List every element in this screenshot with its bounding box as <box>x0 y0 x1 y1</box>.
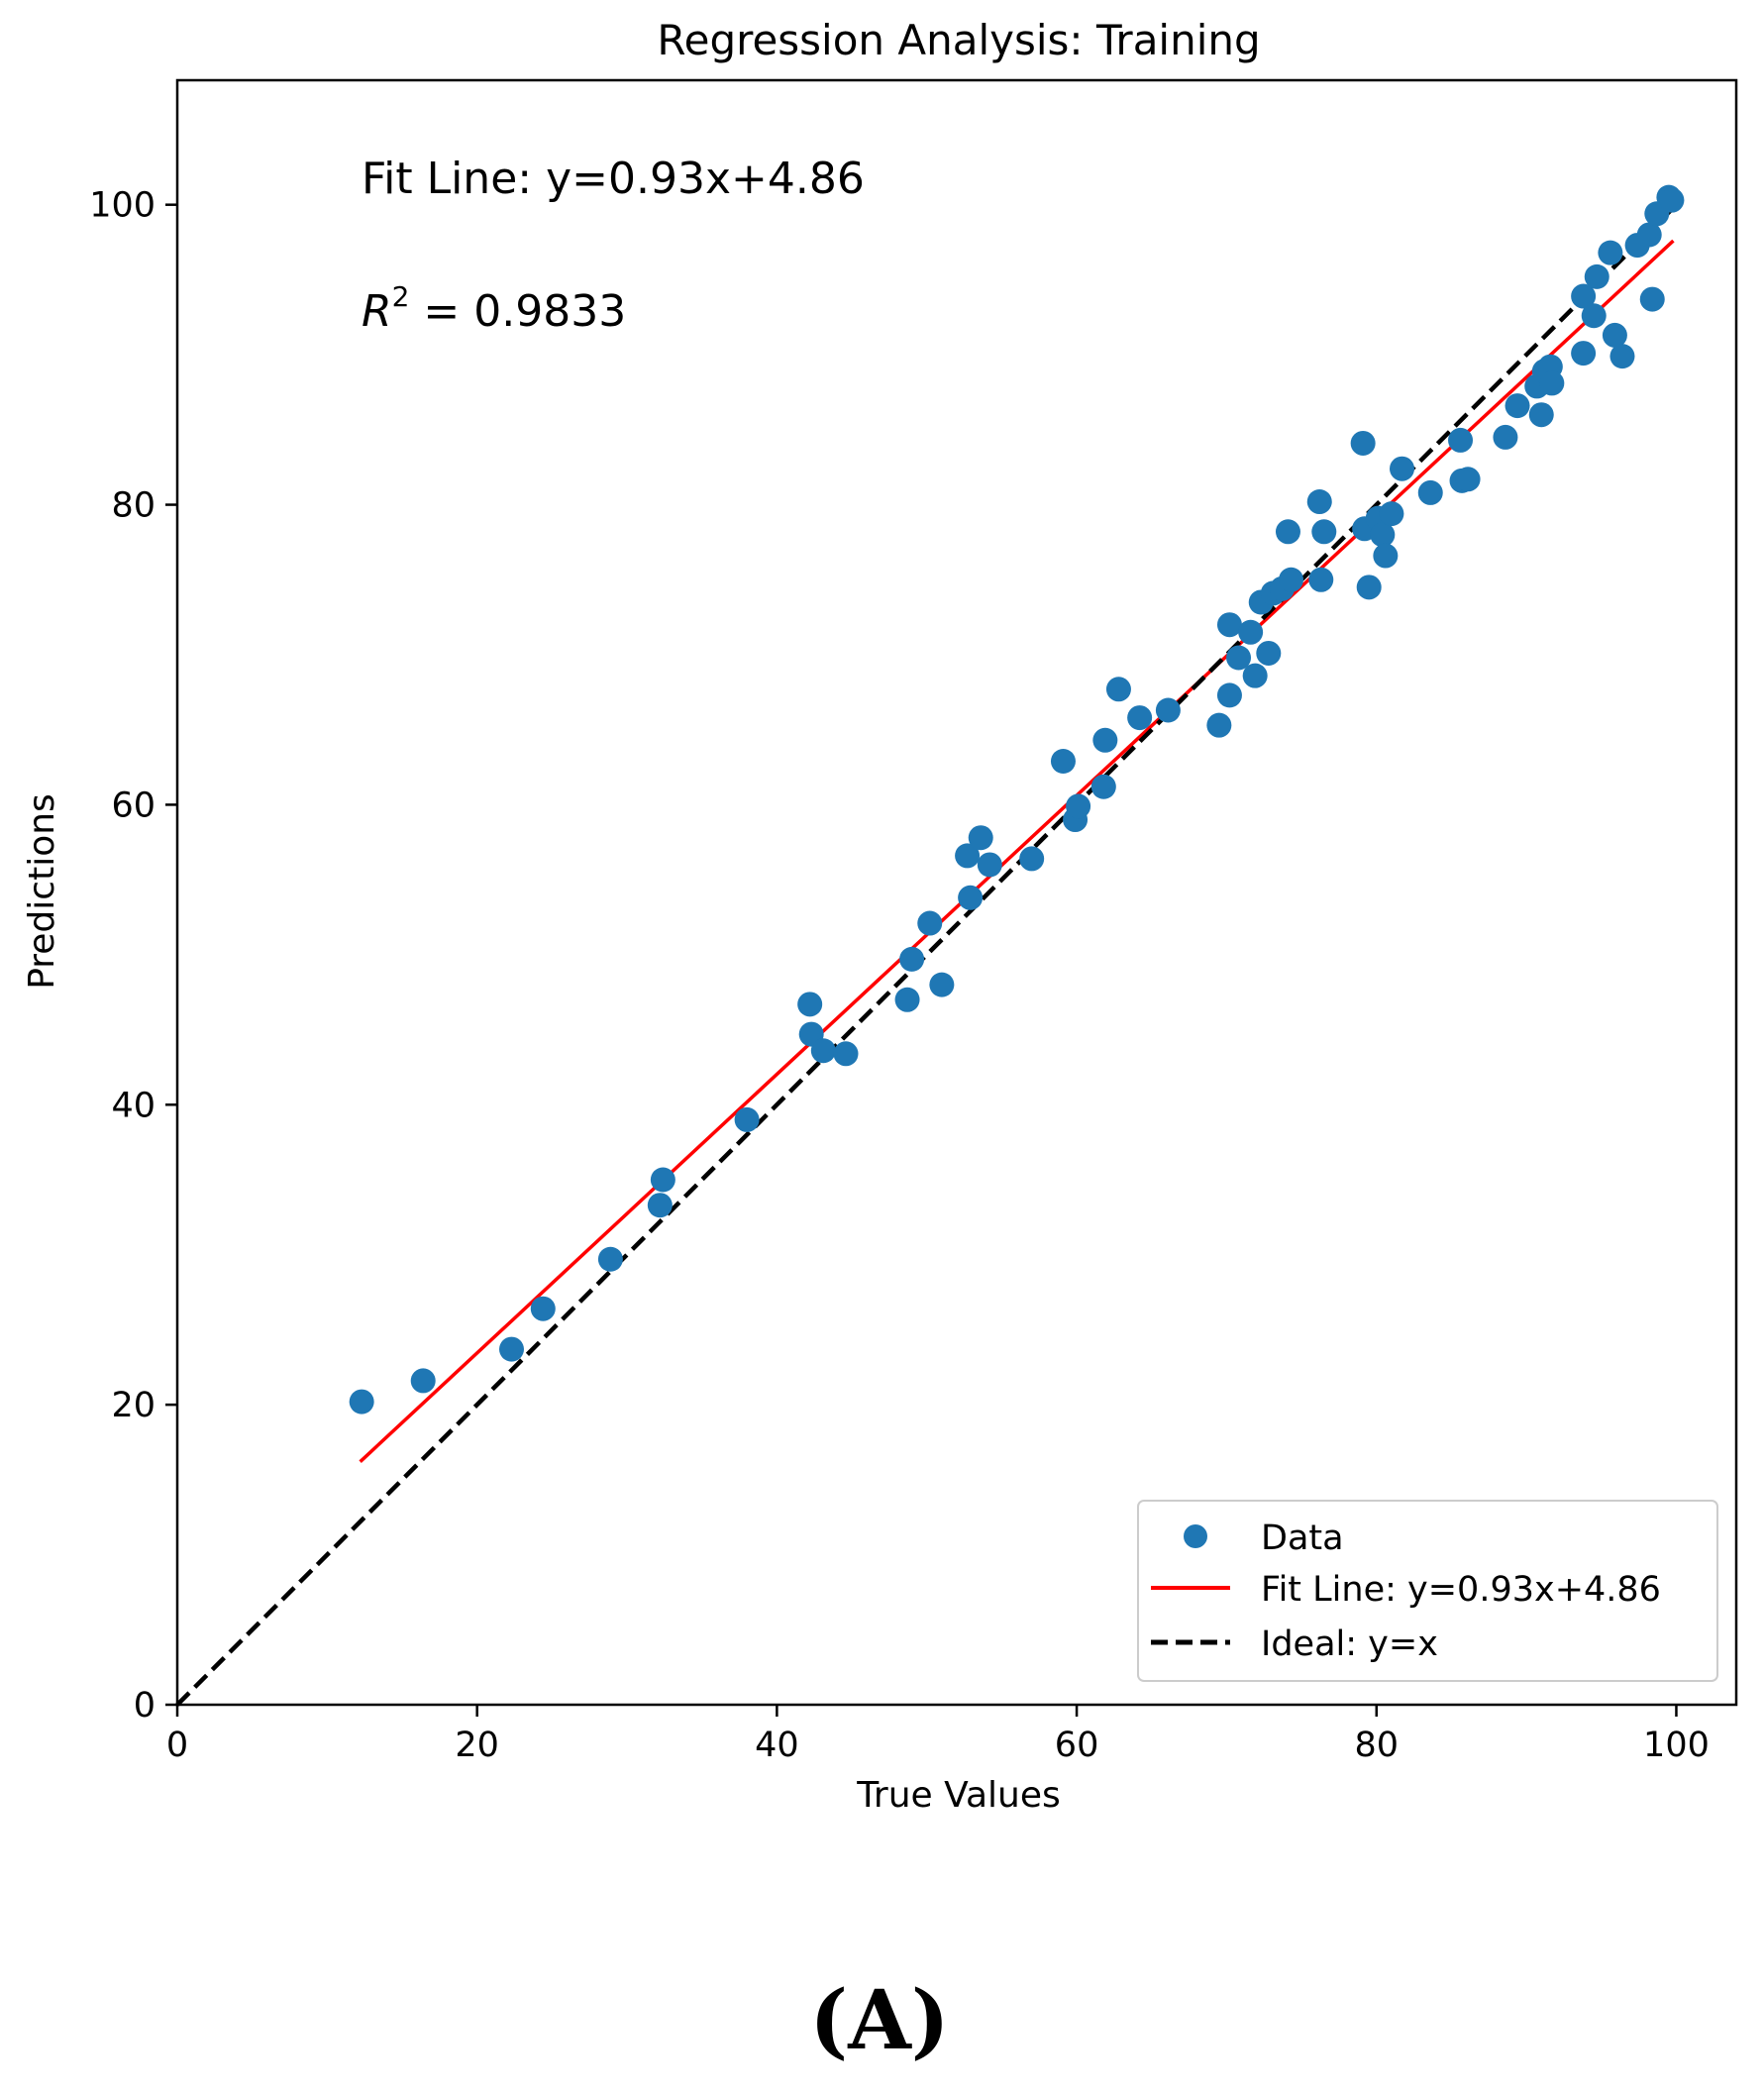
data-point <box>1092 727 1118 753</box>
x-axis-label: True Values <box>856 1775 1061 1816</box>
data-point <box>1609 344 1635 369</box>
data-point <box>1105 677 1131 702</box>
data-point <box>1256 640 1282 666</box>
data-point <box>734 1106 760 1132</box>
series-lines <box>175 203 1679 1707</box>
data-point <box>1598 240 1623 265</box>
data-point <box>899 946 925 972</box>
data-point <box>1493 424 1518 450</box>
legend-ideal-label: Ideal: y=x <box>1261 1624 1438 1664</box>
data-point <box>1226 645 1252 671</box>
data-point <box>499 1336 525 1362</box>
data-point <box>1584 263 1609 289</box>
data-point <box>1350 430 1376 456</box>
data-point <box>1308 567 1334 592</box>
data-point <box>1455 467 1481 492</box>
fit-line <box>359 239 1675 1463</box>
data-point <box>977 852 1002 878</box>
y-tick-label: 40 <box>111 1086 156 1125</box>
data-point <box>1370 522 1396 548</box>
x-tick-label: 20 <box>455 1726 499 1765</box>
data-point <box>1505 393 1530 419</box>
x-axis-ticks: 0 20 40 60 80 100 <box>166 1705 1710 1765</box>
ideal-line <box>175 203 1679 1707</box>
data-point <box>1155 697 1181 723</box>
data-point <box>1581 303 1607 329</box>
data-point <box>1242 663 1268 688</box>
data-point <box>1275 519 1300 545</box>
y-tick-label: 20 <box>111 1386 156 1425</box>
data-point <box>1639 286 1665 312</box>
chart-title: Regression Analysis: Training <box>657 16 1260 64</box>
data-point <box>1019 846 1045 872</box>
legend: Data Fit Line: y=0.93x+4.86 Ideal: y=x <box>1137 1500 1718 1682</box>
data-point <box>810 1038 836 1064</box>
data-point <box>1602 322 1627 348</box>
data-points <box>349 184 1685 1414</box>
data-point <box>929 972 955 997</box>
data-point <box>349 1389 374 1414</box>
y-tick-label: 100 <box>89 186 156 226</box>
r-squared-value: = 0.9833 <box>409 286 626 337</box>
legend-box <box>1137 1500 1718 1682</box>
y-axis-ticks: 0 20 40 60 80 100 <box>89 186 177 1726</box>
data-point <box>1127 705 1153 731</box>
data-point <box>530 1296 556 1321</box>
data-point <box>1528 402 1554 428</box>
data-point <box>1417 479 1443 505</box>
r-squared-symbol: R <box>362 286 392 337</box>
y-tick-label: 80 <box>111 486 156 526</box>
data-point <box>917 910 943 936</box>
data-point <box>797 992 823 1017</box>
data-point <box>1373 543 1399 569</box>
r-squared-exponent: 2 <box>392 280 410 313</box>
data-point <box>958 885 984 910</box>
y-tick-label: 60 <box>111 785 156 825</box>
data-point <box>650 1167 675 1193</box>
data-point <box>1659 187 1685 213</box>
data-point <box>955 843 981 869</box>
y-axis-label: Predictions <box>22 793 62 990</box>
data-point <box>1448 427 1474 453</box>
data-point <box>1356 575 1382 600</box>
plot-area <box>175 78 1738 1707</box>
data-point <box>1279 567 1304 592</box>
data-point <box>1571 283 1597 309</box>
data-point <box>1216 682 1242 708</box>
legend-data-marker <box>1184 1524 1207 1548</box>
data-point <box>1636 222 1662 248</box>
data-point <box>1206 712 1232 738</box>
data-point <box>410 1368 436 1394</box>
legend-fit-label: Fit Line: y=0.93x+4.86 <box>1261 1570 1661 1610</box>
data-point <box>647 1193 673 1218</box>
data-point <box>1379 501 1404 527</box>
data-point <box>597 1246 623 1272</box>
data-point <box>1050 748 1076 774</box>
data-point <box>894 987 920 1012</box>
data-point <box>1090 774 1116 799</box>
data-point <box>1066 793 1091 819</box>
legend-data-label: Data <box>1261 1518 1344 1558</box>
fit-annotation: Fit Line: y=0.93x+4.86 <box>362 154 865 204</box>
data-point <box>1571 341 1597 366</box>
data-point <box>833 1041 859 1067</box>
x-tick-label: 100 <box>1643 1726 1710 1765</box>
data-point <box>968 825 993 851</box>
x-tick-label: 40 <box>755 1726 799 1765</box>
data-point <box>1389 456 1414 481</box>
data-point <box>1311 519 1337 545</box>
data-point <box>1216 612 1242 638</box>
data-point <box>1306 489 1332 515</box>
y-tick-label: 0 <box>134 1686 156 1726</box>
data-point <box>1539 370 1565 396</box>
panel-label: (A) <box>809 1973 949 2068</box>
data-point <box>1238 619 1264 645</box>
x-tick-label: 0 <box>166 1726 188 1765</box>
x-tick-label: 60 <box>1055 1726 1099 1765</box>
x-tick-label: 80 <box>1354 1726 1399 1765</box>
r-squared-annotation: R2 = 0.9833 <box>362 280 626 337</box>
